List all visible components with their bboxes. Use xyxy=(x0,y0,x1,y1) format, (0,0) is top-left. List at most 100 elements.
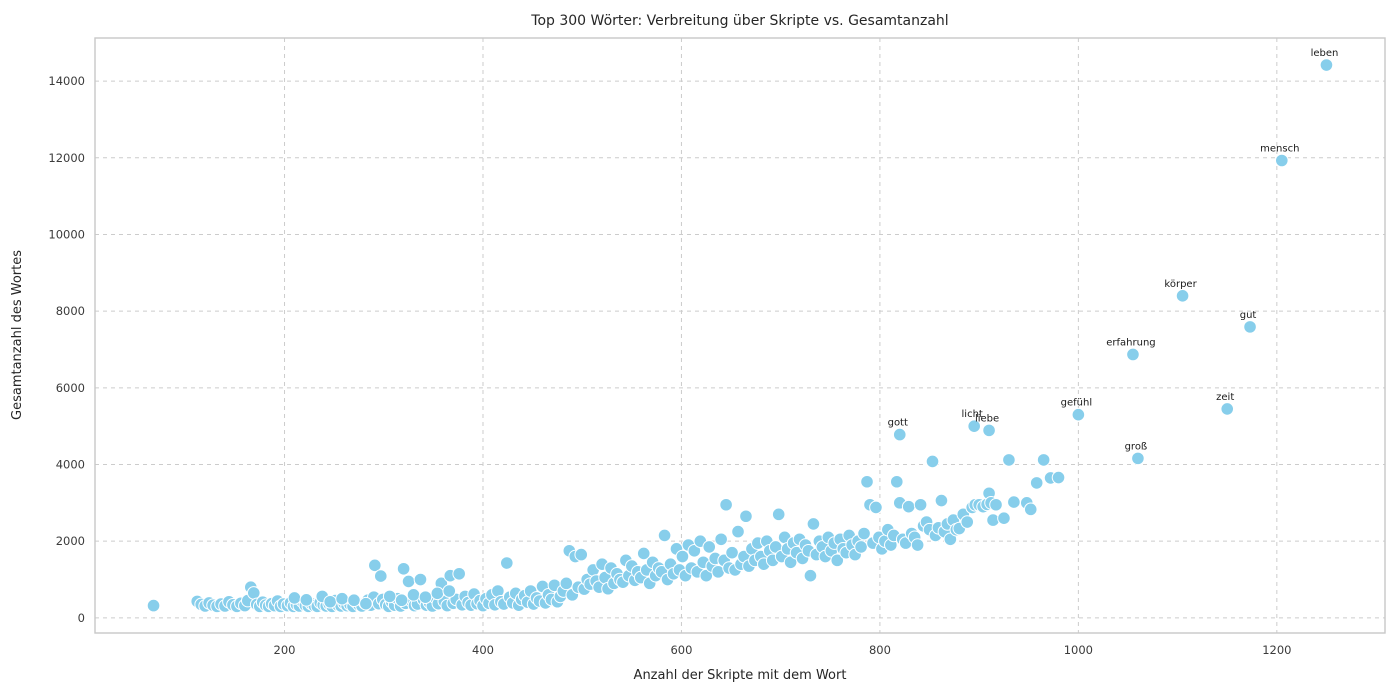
data-point xyxy=(500,556,514,570)
x-tick-label: 600 xyxy=(670,643,692,657)
data-point xyxy=(1007,495,1021,509)
chart-title: Top 300 Wörter: Verbreitung über Skripte… xyxy=(530,13,948,29)
point-annotation: groß xyxy=(1125,441,1148,452)
data-point-labeled xyxy=(1220,402,1235,416)
x-tick-label: 800 xyxy=(869,643,891,657)
data-point xyxy=(359,596,373,611)
data-point xyxy=(1029,476,1044,490)
y-tick-label: 12000 xyxy=(48,151,85,165)
y-axis-tick-labels: 0 2000 4000 6000 8000 10000 12000 14000 xyxy=(48,74,85,625)
data-point-labeled xyxy=(982,423,996,438)
data-point xyxy=(406,588,421,602)
data-point xyxy=(368,558,382,573)
x-tick-label: 400 xyxy=(472,643,494,657)
point-annotation: erfahrung xyxy=(1106,337,1155,348)
data-point xyxy=(452,566,466,581)
data-point xyxy=(860,474,874,489)
data-point xyxy=(731,524,745,539)
data-point xyxy=(373,569,388,583)
point-annotation: liebe xyxy=(975,413,999,424)
data-point-labeled xyxy=(1175,289,1190,303)
data-point xyxy=(901,499,916,514)
data-point xyxy=(1051,470,1066,485)
data-point xyxy=(394,593,409,608)
data-point-labeled xyxy=(1319,58,1334,72)
data-point xyxy=(857,526,871,541)
data-point xyxy=(299,593,314,607)
data-point-labeled xyxy=(1126,347,1140,362)
data-point-labeled xyxy=(1275,153,1289,168)
point-annotation: gott xyxy=(888,418,908,429)
data-point xyxy=(287,591,302,605)
data-point xyxy=(869,500,883,515)
point-annotation: licht xyxy=(962,409,983,420)
point-annotation: zeit xyxy=(1216,392,1234,403)
data-point xyxy=(714,532,728,547)
data-point xyxy=(997,511,1011,525)
y-tick-label: 8000 xyxy=(56,304,85,318)
grid-layer xyxy=(95,38,1385,633)
y-tick-label: 0 xyxy=(78,611,85,625)
y-axis-label: Gesamtanzahl des Wortes xyxy=(10,250,25,420)
data-point xyxy=(396,561,411,576)
data-point xyxy=(401,574,416,589)
data-point xyxy=(559,576,574,591)
data-point xyxy=(636,546,651,561)
point-annotation: gefühl xyxy=(1061,398,1092,409)
data-point-labeled xyxy=(892,427,907,442)
point-annotation: leben xyxy=(1311,48,1339,59)
data-point xyxy=(702,540,717,554)
data-point xyxy=(934,493,949,508)
data-point xyxy=(806,517,821,531)
y-tick-label: 14000 xyxy=(48,74,85,88)
data-point xyxy=(725,545,739,560)
data-point xyxy=(830,553,845,568)
data-point-labeled xyxy=(1243,320,1257,334)
data-point xyxy=(771,507,786,522)
data-point xyxy=(675,549,690,564)
data-point xyxy=(913,497,928,512)
point-annotations-layer: leben mensch körper gut erfahrung zeit gefühl l… xyxy=(888,48,1339,452)
x-tick-label: 1200 xyxy=(1262,643,1291,657)
data-point xyxy=(657,528,672,543)
data-point xyxy=(854,540,868,554)
x-axis-tick-labels: 200 400 600 800 1000 1200 xyxy=(274,643,1292,657)
data-point xyxy=(739,509,753,524)
data-point xyxy=(382,589,397,604)
point-annotation: körper xyxy=(1164,279,1197,290)
data-point-labeled xyxy=(967,419,981,433)
x-axis-label: Anzahl der Skripte mit dem Wort xyxy=(634,668,847,683)
data-point xyxy=(430,586,445,601)
x-tick-label: 1000 xyxy=(1064,643,1093,657)
y-tick-label: 6000 xyxy=(56,381,85,395)
data-point xyxy=(989,497,1003,512)
data-point xyxy=(418,590,433,604)
data-point xyxy=(146,598,161,613)
y-tick-label: 4000 xyxy=(56,458,85,472)
data-point-labeled xyxy=(1071,407,1086,422)
data-points-layer xyxy=(146,58,1334,614)
data-point xyxy=(910,538,925,552)
y-tick-label: 2000 xyxy=(56,534,85,548)
data-point xyxy=(1036,453,1051,467)
data-point xyxy=(1002,453,1016,467)
plot-border xyxy=(94,37,1386,634)
data-point xyxy=(719,497,733,512)
point-annotation: gut xyxy=(1240,310,1257,321)
data-point xyxy=(347,593,361,608)
data-point xyxy=(335,591,349,606)
point-annotation: mensch xyxy=(1260,143,1299,154)
data-point xyxy=(323,594,337,609)
data-point xyxy=(442,584,457,598)
x-tick-label: 200 xyxy=(274,643,296,657)
data-point xyxy=(574,547,589,562)
data-point xyxy=(803,568,818,583)
data-point xyxy=(889,474,904,489)
data-point xyxy=(1023,502,1038,517)
y-tick-label: 10000 xyxy=(48,227,85,241)
data-point xyxy=(960,515,975,529)
data-point xyxy=(413,572,428,587)
data-point-labeled xyxy=(1131,451,1145,466)
